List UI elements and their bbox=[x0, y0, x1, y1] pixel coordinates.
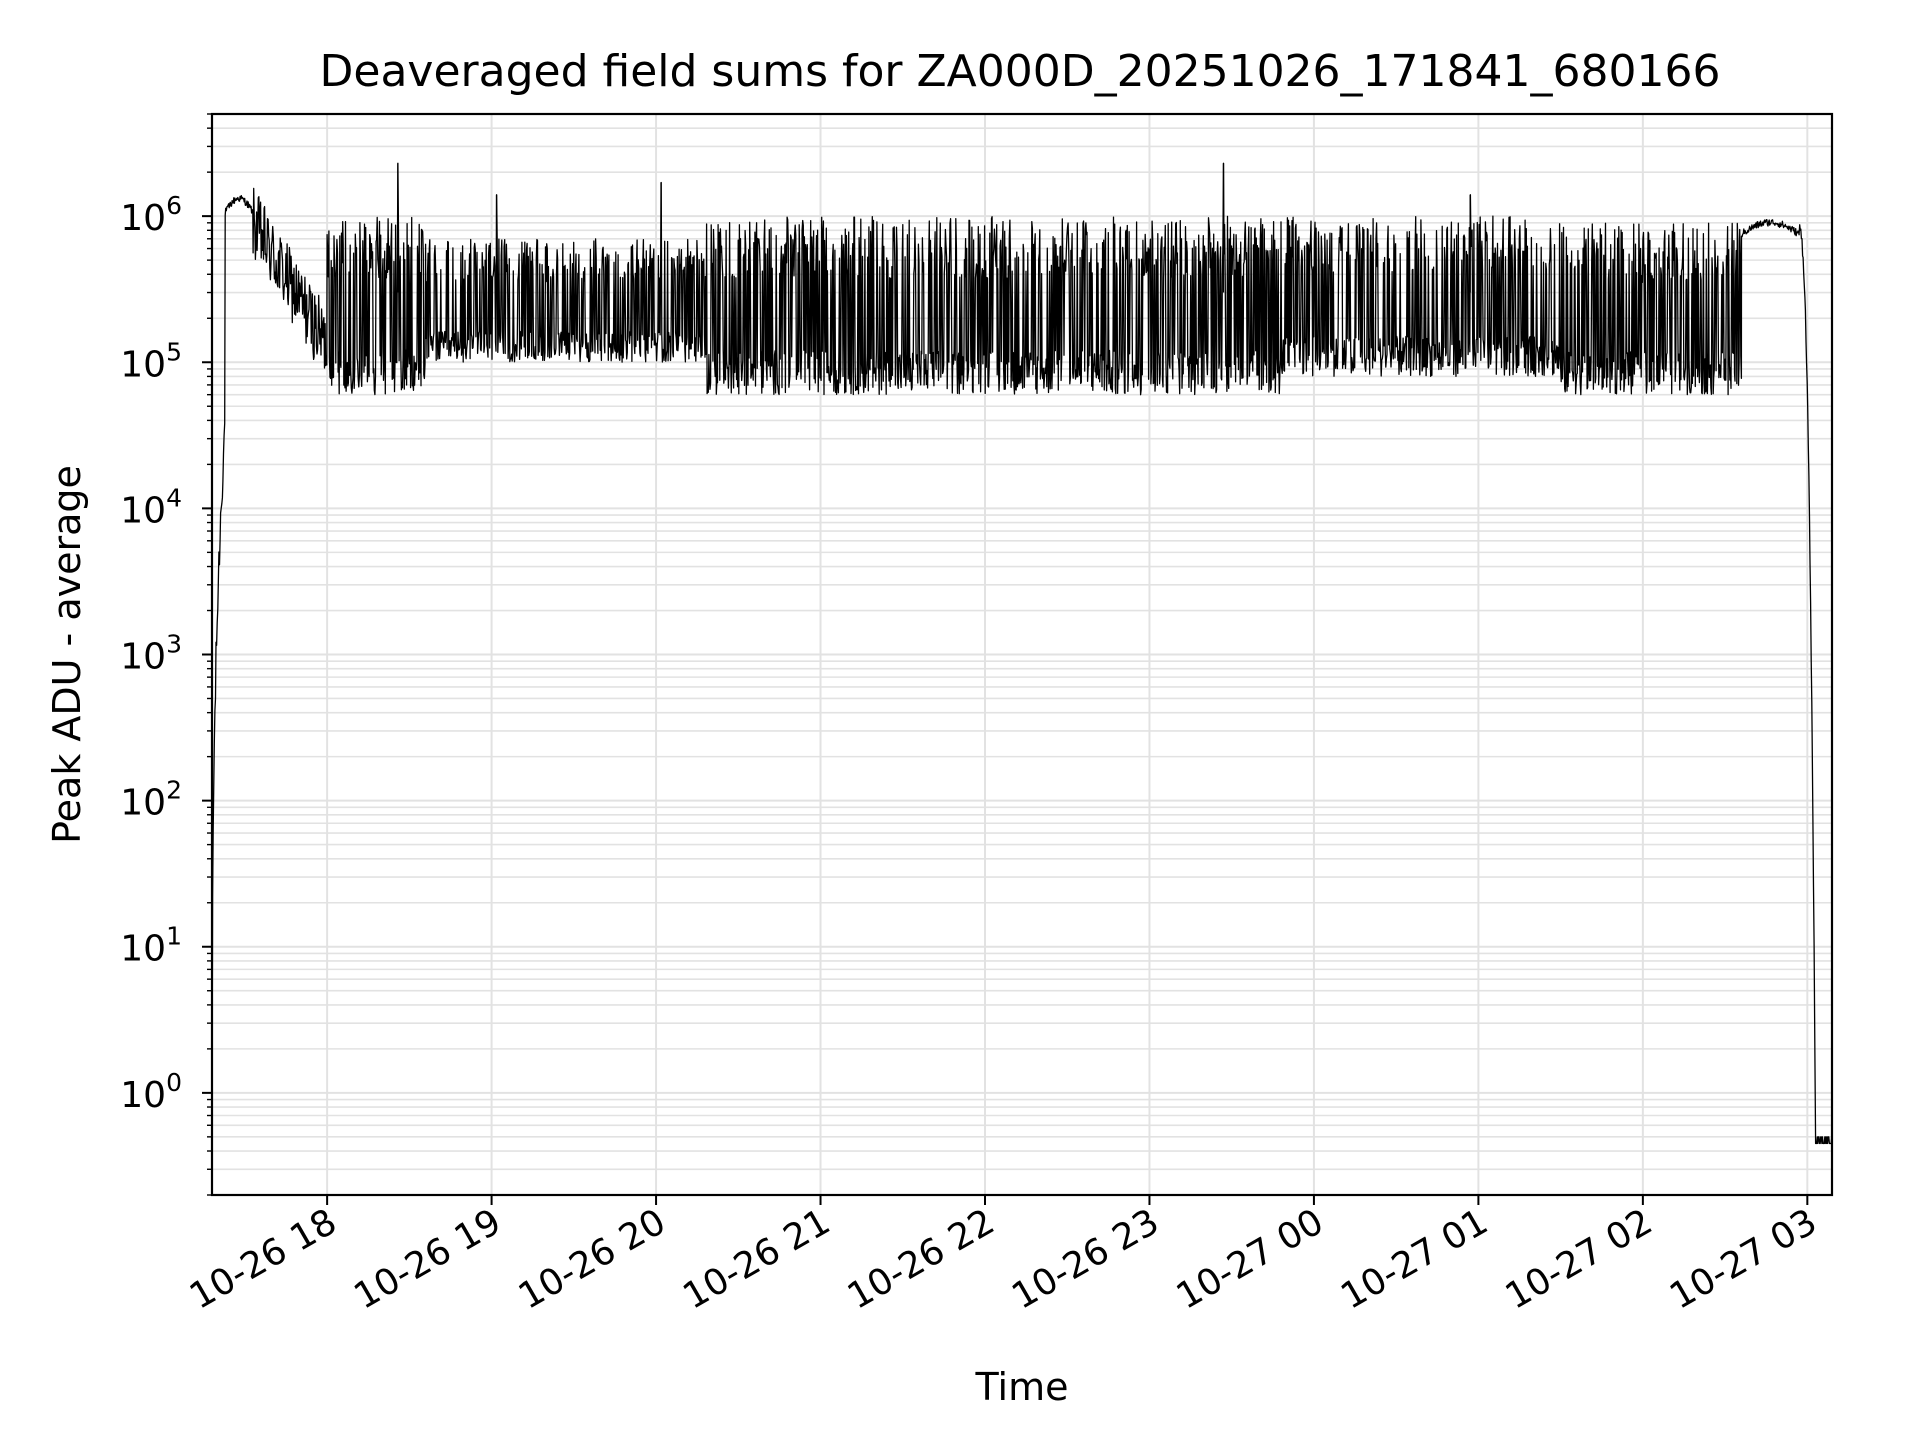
y-tick-label: 105 bbox=[120, 337, 182, 385]
axis-ticks bbox=[202, 113, 1809, 1205]
y-tick-label: 101 bbox=[120, 922, 182, 970]
x-axis-label: Time bbox=[975, 1365, 1069, 1409]
y-tick-label: 104 bbox=[120, 483, 182, 531]
y-tick-label: 106 bbox=[120, 191, 182, 239]
y-tick-label: 102 bbox=[120, 776, 182, 824]
chart-title: Deaveraged field sums for ZA000D_2025102… bbox=[320, 46, 1721, 97]
y-tick-label: 100 bbox=[120, 1068, 182, 1116]
series-line bbox=[211, 162, 1833, 1145]
y-axis-label: Peak ADU - average bbox=[45, 465, 89, 844]
y-tick-label: 103 bbox=[120, 630, 182, 678]
series-layer bbox=[211, 162, 1833, 1145]
